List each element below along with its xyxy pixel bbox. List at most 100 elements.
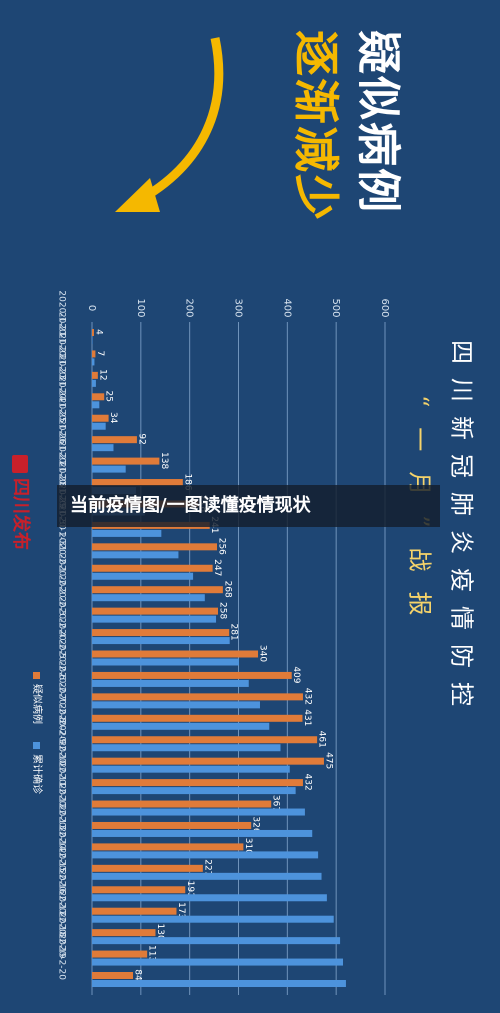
y-tick-label: 400 [281,298,292,317]
x-tick-label: 2020-1-23 [57,333,67,380]
x-tick-label: 2020-2-12 [57,762,67,809]
bar [92,808,305,816]
value-label: 432 [302,774,312,791]
bar [92,779,303,787]
value-label: 431 [302,709,312,726]
value-label: 84 [133,969,143,981]
x-tick-label: 2020-2-11 [57,741,67,788]
bar [92,864,203,872]
bar [92,886,186,894]
value-label: 432 [302,688,312,705]
y-tick-label: 600 [379,298,390,317]
bar [92,594,205,602]
chart-title: 四川新冠肺炎疫情防控 [448,340,476,720]
bar [92,765,290,773]
x-tick-label: 2020-2-19 [57,912,67,959]
value-label: 340 [258,645,268,662]
value-label: 191 [185,881,195,898]
y-tick-label: 200 [184,298,195,317]
bar [92,572,194,580]
bar [92,937,341,945]
bar [92,915,334,923]
bar [92,436,137,444]
value-label: 461 [317,731,327,748]
x-tick-label: 2020-1-25 [57,376,67,423]
bar [92,658,239,666]
caption-band [57,485,440,527]
bar [92,350,96,358]
x-tick-label: 2020-1-27 [57,419,67,466]
x-tick-label: 2020-2-17 [57,869,67,916]
bar [92,564,213,572]
caption: 当前疫情图/一图读懂疫情现状 [70,494,312,516]
bar [92,701,260,709]
bar [92,829,313,837]
bar [92,607,218,615]
value-label: 409 [291,666,301,683]
value-label: 256 [217,538,227,555]
bar [92,465,126,473]
x-tick-label: 2020-2-4 [57,596,67,637]
x-tick-label: 2020-2-15 [57,826,67,873]
bar [92,457,160,465]
value-label: 25 [104,391,114,402]
bar [92,907,177,915]
bar [92,543,218,551]
bar [92,972,134,979]
value-label: 268 [222,581,232,598]
x-tick-label: 2020-1-21 [57,290,67,337]
x-tick-label: 2020-1-26 [57,398,67,445]
x-tick-label: 2020-2-13 [57,783,67,830]
bar [92,872,322,880]
x-tick-label: 2020-2-1 [57,532,67,573]
bar [92,358,95,366]
bar [92,843,244,851]
value-label: 281 [229,623,239,640]
bar [92,586,223,594]
x-tick-label: 2020-2-5 [57,618,67,659]
x-tick-label: 2020-2-9 [57,703,67,744]
bar [92,422,106,430]
bar [92,551,179,559]
bar [92,929,156,937]
x-tick-label: 2020-1-28 [57,440,67,487]
source-logo: 四川发布 [10,478,32,550]
y-tick-label: 100 [135,298,146,317]
headline: 逐渐减少 [289,30,343,222]
value-label: 130 [155,924,165,941]
x-tick-label: 2020-2-6 [57,639,67,680]
bar [92,414,109,422]
value-label: 247 [212,559,222,576]
bar [92,379,96,387]
legend-label: 疑似病例 [31,684,44,724]
bar [92,736,318,744]
x-tick-label: 2020-1-24 [57,355,67,402]
bar [92,821,252,829]
value-label: 4 [93,329,103,335]
bar [92,787,296,795]
bar [92,650,259,658]
value-label: 113 [147,945,157,962]
y-tick-label: 500 [330,298,341,317]
bar [92,950,148,958]
x-tick-label: 2020-2-7 [57,661,67,702]
bar [92,958,344,966]
value-label: 326 [251,816,261,833]
x-tick-label: 2020-2-14 [57,805,67,852]
legend-swatch [33,742,40,749]
x-tick-label: 2020-2-8 [57,682,67,723]
x-tick-label: 2020-2-3 [57,575,67,616]
bar [92,851,319,859]
value-label: 186 [182,473,192,490]
x-tick-label: 2020-2-18 [57,891,67,938]
bar [92,693,303,701]
value-label: 34 [108,412,118,424]
value-label: 12 [97,369,107,380]
y-tick-label: 300 [233,298,244,317]
bar [92,629,230,637]
value-label: 310 [243,838,253,855]
logo-seal [12,455,28,473]
bar [92,744,281,752]
bar [92,714,303,722]
